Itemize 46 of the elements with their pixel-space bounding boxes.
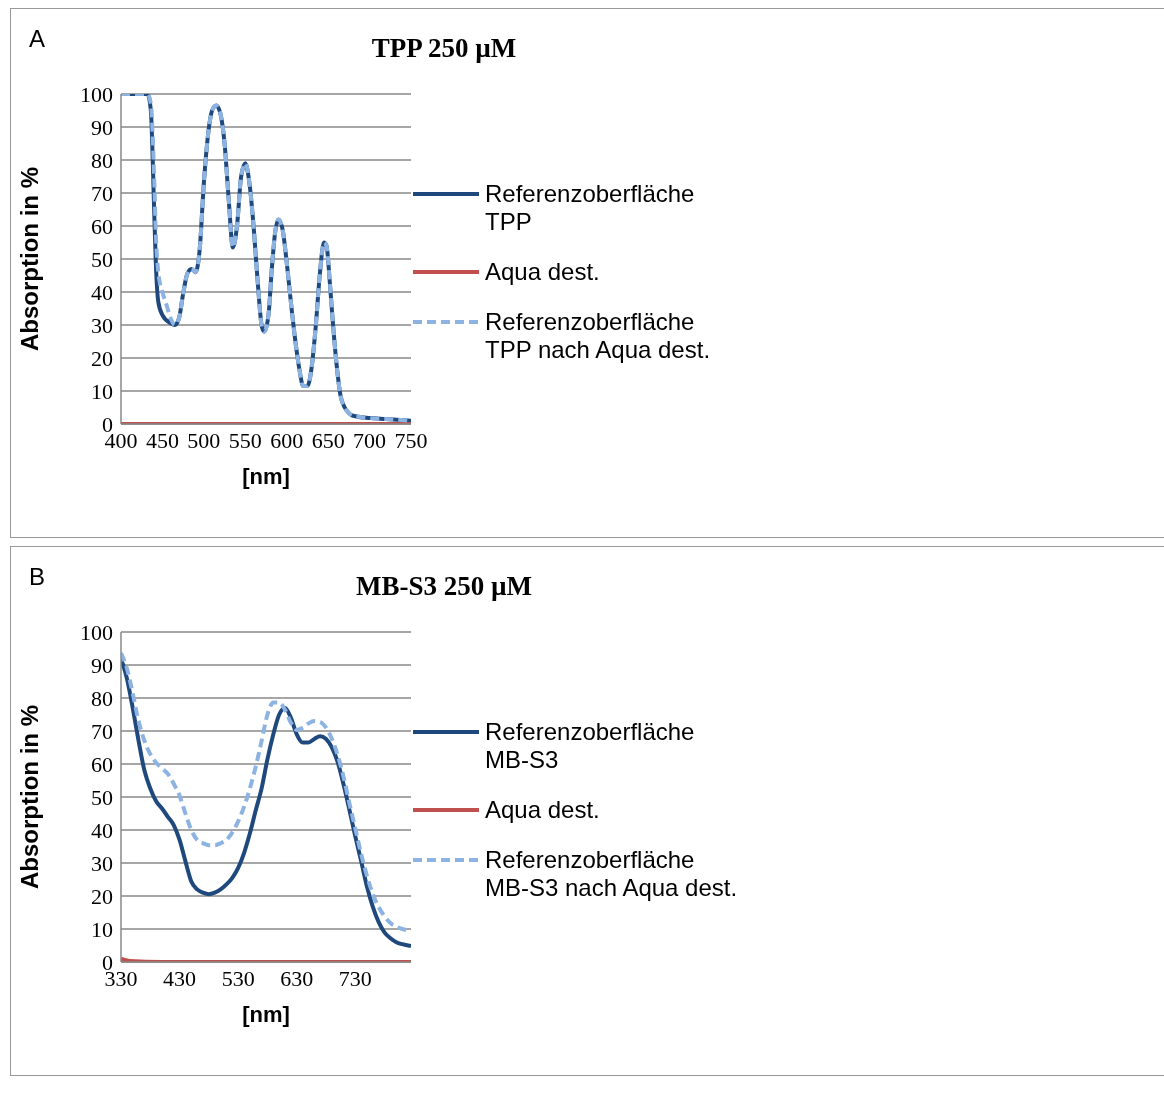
y-tick-label: 90 (91, 652, 113, 678)
y-tick-label: 100 (80, 81, 113, 107)
x-axis-title: [nm] (242, 464, 290, 489)
y-tick-label: 50 (91, 246, 113, 272)
y-tick-label: 80 (91, 685, 113, 711)
y-axis-title: Absorption in % (15, 705, 43, 889)
x-axis-title: [nm] (242, 1002, 290, 1027)
y-tick-label: 30 (91, 312, 113, 338)
y-tick-label: 30 (91, 850, 113, 876)
legend-label: Referenzoberfläche MB-S3 (485, 717, 696, 774)
y-tick-label: 60 (91, 213, 113, 239)
y-tick-label: 20 (91, 345, 113, 371)
x-tick-label: 630 (280, 965, 314, 991)
y-tick-label: 100 (80, 619, 113, 645)
y-tick-label: 60 (91, 751, 113, 777)
y-tick-label: 90 (91, 114, 113, 140)
chart-title: MB-S3 250 µM (354, 571, 533, 602)
legend-label: Aqua dest. (485, 257, 600, 286)
x-tick-label: 530 (221, 965, 255, 991)
x-tick-label: 450 (145, 427, 179, 453)
chart-title: TPP 250 µM (370, 33, 518, 64)
text: B (29, 563, 46, 591)
x-tick-label: 650 (311, 427, 345, 453)
line-series (121, 94, 411, 423)
y-tick-label: 80 (91, 147, 113, 173)
y-tick-label: 10 (91, 378, 113, 404)
x-tick-label: 500 (187, 427, 221, 453)
y-tick-label: 20 (91, 883, 113, 909)
x-tick-label: 430 (163, 965, 197, 991)
x-tick-label: 550 (228, 427, 262, 453)
y-tick-label: 50 (91, 784, 113, 810)
y-axis-title: Absorption in % (15, 167, 43, 351)
legend-label: Referenzoberfläche TPP nach Aqua dest. (485, 307, 712, 364)
y-tick-label: 40 (91, 817, 113, 843)
x-tick-label: 730 (338, 965, 372, 991)
legend-label: Referenzoberfläche MB-S3 nach Aqua dest. (485, 845, 739, 902)
x-tick-label: 700 (353, 427, 387, 453)
y-tick-label: 70 (91, 718, 113, 744)
y-tick-label: 70 (91, 180, 113, 206)
x-tick-label: 750 (394, 427, 428, 453)
text: A (29, 25, 46, 53)
legend-label: Aqua dest. (485, 795, 600, 824)
y-tick-label: 40 (91, 279, 113, 305)
legend-label: Referenzoberfläche TPP (485, 179, 696, 236)
x-tick-label: 600 (270, 427, 304, 453)
y-tick-label: 10 (91, 916, 113, 942)
